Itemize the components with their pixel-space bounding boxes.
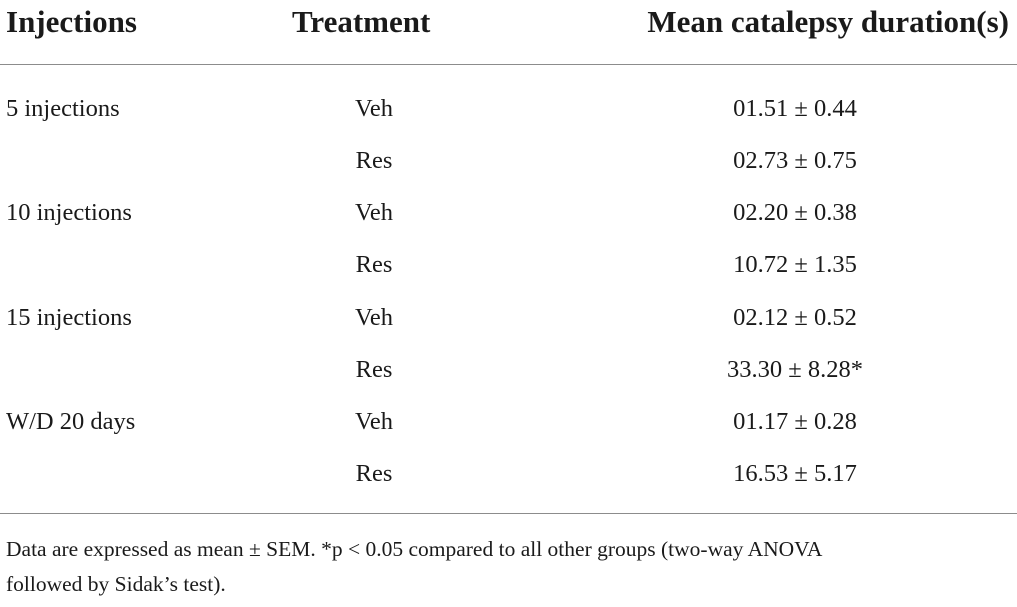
cell-treatment: Veh <box>354 95 394 122</box>
header-mean-catalepsy-duration: Mean catalepsy duration(s) <box>647 4 1009 39</box>
cell-treatment: Res <box>355 460 393 487</box>
cell-duration: 01.51 ± 0.44 <box>733 95 857 122</box>
cell-treatment: Res <box>355 356 393 383</box>
table-row: 15 injections Veh 02.12 ± 0.52 <box>0 298 1017 338</box>
table-row: Res 16.53 ± 5.17 <box>0 454 1017 494</box>
cell-treatment: Veh <box>354 199 394 226</box>
cell-injections: 15 injections <box>6 304 132 331</box>
cell-injections: 10 injections <box>6 199 132 226</box>
table-row: Res 10.72 ± 1.35 <box>0 245 1017 285</box>
header-divider <box>0 64 1017 65</box>
table-bottom-divider <box>0 513 1017 514</box>
cell-duration: 02.12 ± 0.52 <box>733 304 857 331</box>
table-row: Res 02.73 ± 0.75 <box>0 141 1017 181</box>
cell-injections: 5 injections <box>6 95 120 122</box>
cell-treatment: Res <box>355 251 393 278</box>
cell-duration: 01.17 ± 0.28 <box>733 408 857 435</box>
cell-treatment: Veh <box>354 304 394 331</box>
table-footnote: Data are expressed as mean ± SEM. *p < 0… <box>6 532 1011 602</box>
header-treatment: Treatment <box>292 4 431 39</box>
cell-duration: 10.72 ± 1.35 <box>733 251 857 278</box>
cell-duration: 33.30 ± 8.28* <box>727 356 863 383</box>
cell-duration: 02.20 ± 0.38 <box>733 199 857 226</box>
footnote-line: followed by Sidak’s test). <box>6 572 226 596</box>
footnote-line: Data are expressed as mean ± SEM. *p < 0… <box>6 537 823 561</box>
cell-treatment: Veh <box>354 408 394 435</box>
header-injections: Injections <box>6 4 137 39</box>
cell-duration: 16.53 ± 5.17 <box>733 460 857 487</box>
cell-injections: W/D 20 days <box>6 408 136 435</box>
cell-treatment: Res <box>355 147 393 174</box>
table-row: W/D 20 days Veh 01.17 ± 0.28 <box>0 402 1017 442</box>
cell-duration: 02.73 ± 0.75 <box>733 147 857 174</box>
table-row: 10 injections Veh 02.20 ± 0.38 <box>0 193 1017 233</box>
table-row: Res 33.30 ± 8.28* <box>0 350 1017 390</box>
table-row: 5 injections Veh 01.51 ± 0.44 <box>0 89 1017 129</box>
